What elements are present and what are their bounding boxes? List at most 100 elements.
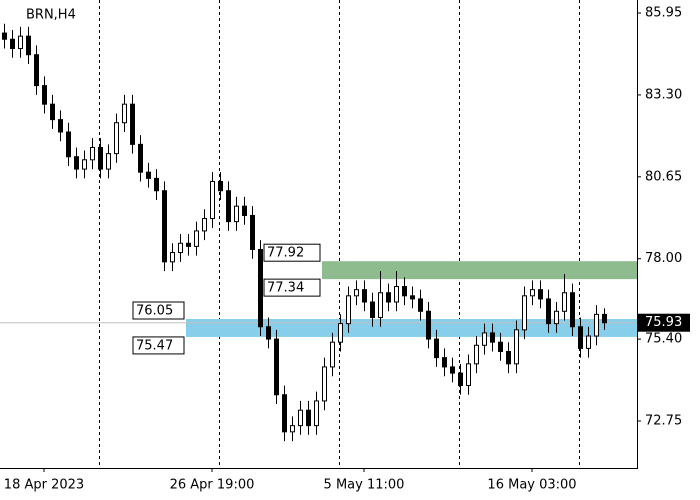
candle-body	[138, 143, 143, 173]
candle-body	[98, 146, 103, 170]
candle-body	[146, 171, 151, 179]
candle-body	[562, 292, 567, 312]
y-tick-label: 72.75	[645, 414, 682, 429]
candle-body	[330, 341, 335, 368]
y-tick-label: 80.65	[645, 169, 682, 184]
candle-body	[10, 38, 15, 50]
candle-body	[194, 230, 199, 247]
candle-body	[34, 54, 39, 87]
candle-body	[442, 357, 447, 368]
y-tick-label: 78.00	[645, 251, 682, 266]
candle-body	[434, 338, 439, 359]
candle-body	[490, 332, 495, 343]
zone-high-label: 76.05	[136, 304, 173, 319]
candle-body	[426, 310, 431, 340]
candle-body	[282, 394, 287, 433]
candle-body	[450, 366, 455, 374]
candle-body	[498, 341, 503, 352]
candle-body	[346, 295, 351, 325]
candle-body	[338, 323, 343, 343]
candle-body	[58, 119, 63, 133]
zone-label-box	[132, 336, 185, 355]
candle-body	[554, 310, 559, 325]
candle-body	[410, 295, 415, 300]
zone	[322, 261, 637, 280]
y-tick-label: 83.30	[645, 87, 682, 102]
candle-body	[154, 177, 159, 192]
zone-label-box	[132, 301, 185, 320]
candle-body	[90, 146, 95, 161]
candle-body	[514, 329, 519, 365]
candle-body	[362, 289, 367, 303]
candle-body	[314, 400, 319, 427]
chart-title: BRN,H4	[26, 8, 76, 23]
candle-body	[66, 131, 71, 158]
candle-body	[354, 289, 359, 297]
zone-high-label: 77.92	[267, 246, 304, 261]
candle-body	[506, 350, 511, 365]
candle-body	[538, 289, 543, 300]
candle-body	[402, 286, 407, 297]
zone-low-label: 77.34	[267, 281, 304, 296]
candle-body	[74, 156, 79, 170]
candle-body	[578, 326, 583, 349]
candle-body	[482, 332, 487, 346]
candle-body	[386, 292, 391, 303]
candle-body	[298, 409, 303, 427]
x-tick-label: 26 Apr 19:00	[170, 478, 255, 493]
candle-body	[178, 242, 183, 254]
candle-body	[418, 298, 423, 312]
candle-body	[530, 289, 535, 297]
candle-body	[2, 32, 7, 40]
candle-body	[242, 205, 247, 216]
zone-label-box	[263, 243, 321, 262]
candle-body	[26, 35, 31, 56]
zone	[186, 319, 637, 337]
candle-body	[18, 35, 23, 50]
current-price-label: 75.93	[645, 315, 682, 330]
candle-body	[202, 218, 207, 232]
candle-body	[290, 425, 295, 433]
candle-body	[370, 301, 375, 318]
candle-body	[250, 214, 255, 250]
x-tick-label: 16 May 03:00	[487, 478, 576, 493]
candle-body	[466, 363, 471, 386]
x-tick-label: 18 Apr 2023	[4, 478, 84, 493]
candle-body	[306, 409, 311, 427]
y-tick-label: 85.95	[645, 5, 682, 20]
candle-body	[322, 366, 327, 402]
candle-body	[226, 190, 231, 223]
current-price-tag	[638, 313, 690, 332]
candle-body	[106, 153, 111, 170]
candle-body	[546, 298, 551, 325]
candle-body	[186, 242, 191, 247]
candle-body	[474, 344, 479, 365]
candle-body	[114, 122, 119, 155]
x-tick-label: 5 May 11:00	[324, 478, 405, 493]
candle-body	[522, 295, 527, 331]
candle-body	[378, 292, 383, 318]
candle-body	[458, 372, 463, 386]
candle-body	[210, 180, 215, 220]
candle-body	[570, 292, 575, 328]
candle-body	[122, 103, 127, 124]
candle-body	[274, 338, 279, 396]
candle-body	[602, 313, 607, 324]
candle-body	[130, 103, 135, 145]
candle-body	[170, 252, 175, 263]
candle-body	[218, 180, 223, 192]
zone-low-label: 75.47	[136, 338, 173, 353]
candle-body	[162, 190, 167, 263]
separators	[99, 0, 580, 468]
candle-body	[586, 335, 591, 349]
candle-body	[266, 326, 271, 340]
candle-body	[82, 159, 87, 170]
candle-body	[594, 313, 599, 337]
candle-body	[258, 248, 263, 328]
candle-body	[234, 205, 239, 223]
zone-label-box	[263, 278, 321, 297]
candle-body	[42, 85, 47, 105]
